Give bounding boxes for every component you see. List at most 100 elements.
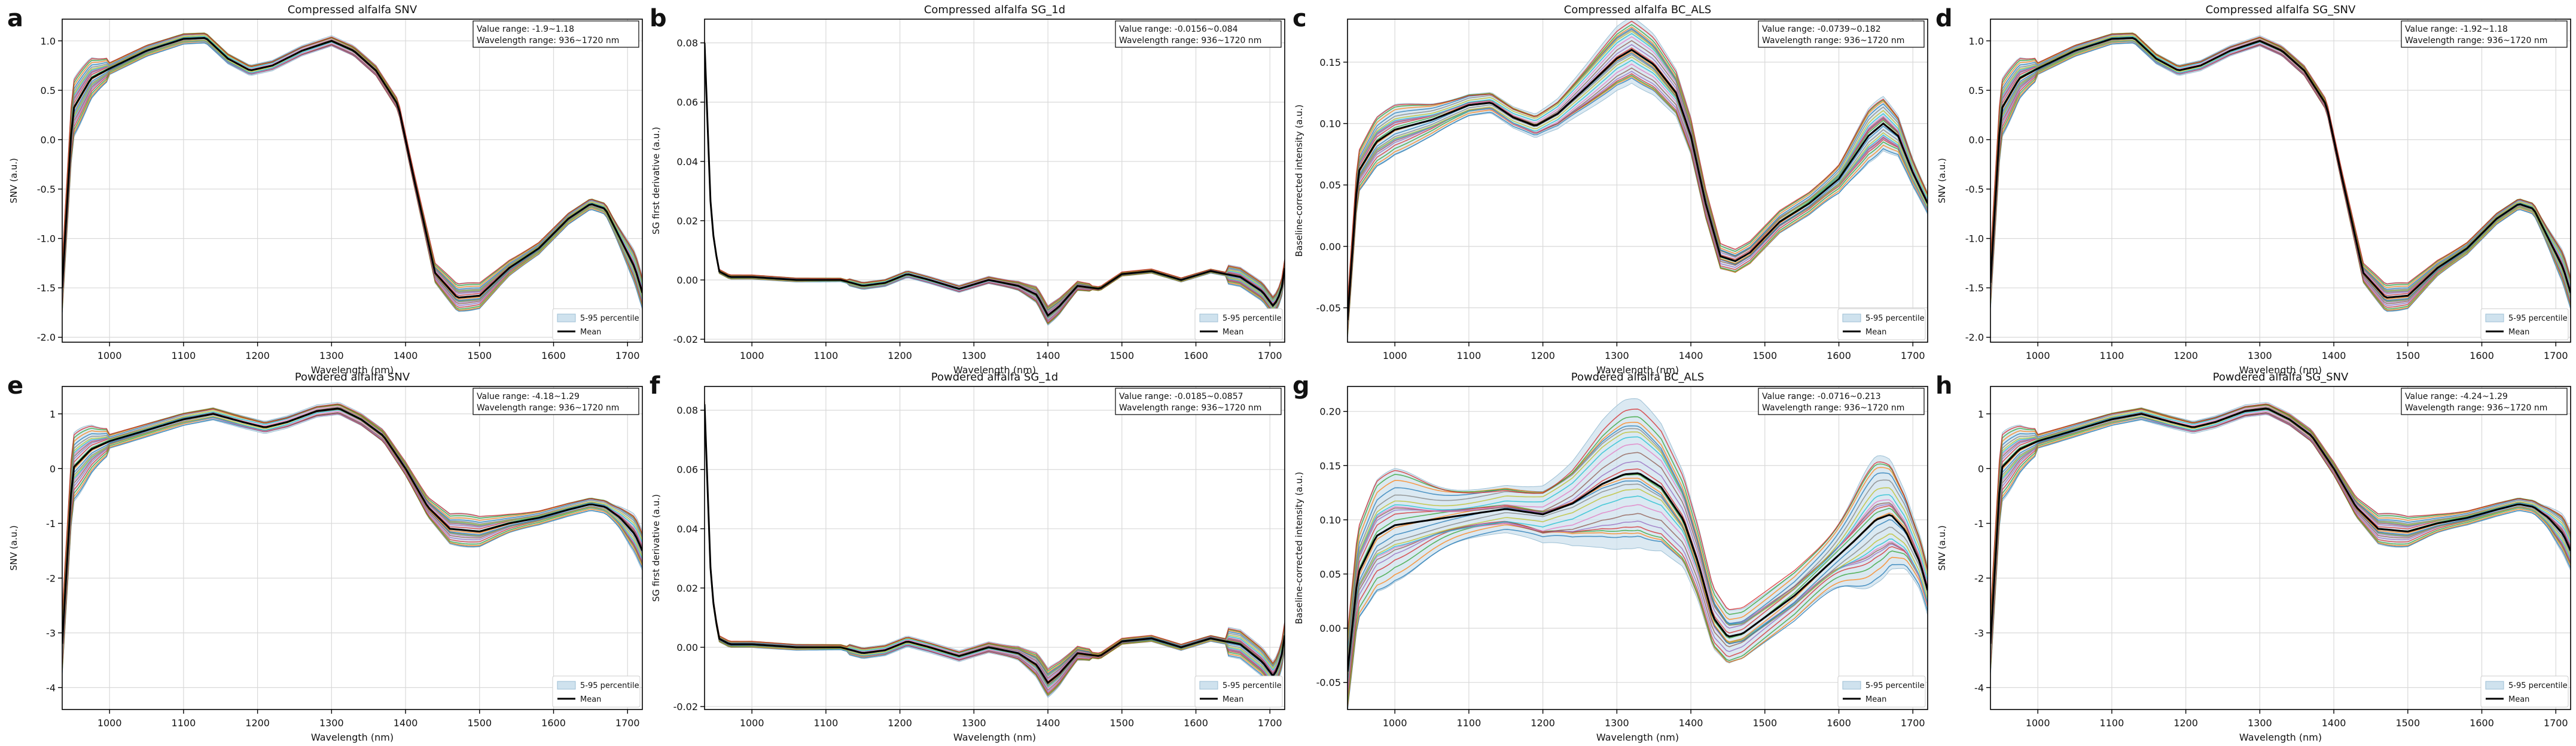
spectrum-line	[1348, 480, 1928, 681]
spectrum-line	[1990, 36, 2571, 293]
x-tick-label: 1100	[172, 717, 196, 729]
spectrum-line	[62, 36, 642, 299]
spectrum-line	[1990, 409, 2571, 646]
x-tick-label: 1300	[1605, 350, 1629, 361]
x-tick-label: 1600	[541, 350, 566, 361]
x-tick-label: 1400	[2322, 717, 2346, 729]
spectrum-line	[1990, 36, 2571, 293]
y-tick-label: -1	[46, 518, 56, 529]
mean-line	[1990, 407, 2571, 644]
legend-band-swatch	[1842, 681, 1861, 690]
spectrum-line	[62, 403, 642, 615]
legend-band-label: 5-95 percentile	[1223, 314, 1282, 323]
info-box-frame	[1758, 388, 1925, 415]
spectrum-line	[705, 401, 1285, 671]
spectrum-line	[1990, 413, 2571, 668]
spectrum-line	[62, 413, 642, 668]
legend-band-label: 5-95 percentile	[1223, 681, 1282, 690]
panel-title: Compressed alfalfa SG_SNV	[2206, 4, 2356, 16]
spectrum-line	[705, 403, 1285, 676]
spectrum-line	[1348, 431, 1928, 656]
wavelength-range-text: Wavelength range: 936~1720 nm	[2405, 36, 2547, 45]
spectrum-line	[1990, 413, 2571, 661]
x-axis-label: Wavelength (nm)	[311, 364, 394, 376]
spectrum-line	[62, 33, 642, 285]
value-range-text: Value range: -4.24~1.29	[2405, 392, 2508, 401]
x-tick-label: 1600	[1827, 717, 1851, 729]
legend-band-swatch	[2485, 681, 2504, 690]
y-tick-label: -4	[1974, 682, 1984, 693]
spectrum-line	[705, 403, 1285, 675]
spectrum-line	[1990, 408, 2571, 649]
x-tick-label: 1100	[1457, 717, 1481, 729]
percentile-band	[1990, 32, 2571, 312]
spectrum-line	[1990, 407, 2571, 651]
spectrum-line	[1990, 409, 2571, 654]
spectrum-line	[1348, 425, 1928, 650]
spectrum-line	[62, 413, 642, 661]
legend: 5-95 percentile Mean	[1194, 675, 1283, 708]
y-tick-label: 0.06	[676, 464, 698, 476]
x-tick-label: 1300	[2248, 350, 2272, 361]
axes-frame	[62, 386, 643, 710]
spectrum-line	[1348, 524, 1928, 708]
y-tick-label: 0.00	[676, 275, 698, 286]
legend-band-swatch	[1199, 681, 1218, 690]
x-tick-label: 1400	[1036, 350, 1060, 361]
spectrum-line	[62, 32, 642, 290]
legend-mean-label: Mean	[580, 328, 601, 337]
y-tick-label: 0	[1978, 463, 1984, 474]
spectrum-line	[1348, 56, 1928, 325]
x-tick-label: 1100	[2100, 717, 2124, 729]
x-tick-label: 1100	[2100, 350, 2124, 361]
x-tick-label: 1400	[394, 350, 418, 361]
spectrum-line	[1348, 513, 1928, 687]
spectrum-line	[62, 412, 642, 673]
y-tick-label: -2.0	[1965, 332, 1984, 343]
y-tick-label: -0.5	[1965, 184, 1984, 195]
legend-band-label: 5-95 percentile	[580, 314, 639, 323]
y-tick-label: 1	[50, 409, 56, 420]
spectrum-line	[62, 40, 642, 310]
value-range-text: Value range: -1.9~1.18	[477, 25, 574, 34]
info-box-frame	[1115, 20, 1282, 48]
spectrum-line	[705, 41, 1285, 307]
y-tick-label: 0.05	[1319, 179, 1341, 191]
legend-band-label: 5-95 percentile	[580, 681, 639, 690]
panel-letter: e	[7, 372, 23, 400]
spectrum-line	[705, 42, 1285, 312]
spectrum-line	[62, 407, 642, 651]
spectrum-line	[705, 42, 1285, 313]
spectrum-line	[62, 36, 642, 293]
y-tick-label: -0.05	[1316, 677, 1341, 689]
x-tick-label: 1700	[2544, 350, 2568, 361]
legend-mean-label: Mean	[2508, 695, 2529, 704]
spectrum-line	[705, 402, 1285, 674]
spectrum-line	[62, 413, 642, 665]
y-tick-label: -1.0	[37, 233, 56, 245]
spectrum-line	[1990, 41, 2571, 303]
panel-letter: c	[1292, 5, 1307, 32]
x-tick-label: 1500	[1109, 350, 1134, 361]
spectrum-line	[1348, 520, 1928, 698]
x-tick-label: 1500	[1752, 717, 1777, 729]
y-tick-label: 0.02	[676, 215, 698, 227]
y-tick-label: 0.00	[1319, 241, 1341, 252]
spectrum-line	[1990, 409, 2571, 643]
panel-letter: b	[650, 5, 667, 32]
spectrum-line	[1990, 32, 2571, 288]
x-tick-label: 1600	[541, 717, 566, 729]
legend-band-label: 5-95 percentile	[1865, 314, 1925, 323]
panel-title: Compressed alfalfa BC_ALS	[1564, 4, 1711, 16]
spectrum-line	[1990, 33, 2571, 285]
spectrum-line	[62, 409, 642, 654]
axes-frame	[1990, 19, 2571, 343]
spectrum-line	[705, 403, 1285, 678]
x-tick-label: 1700	[2544, 717, 2568, 729]
spectrum-line	[62, 36, 642, 295]
value-range-text: Value range: -0.0739~0.182	[1762, 25, 1881, 34]
x-tick-label: 1400	[1679, 350, 1703, 361]
spectrum-line	[1990, 36, 2571, 295]
legend-mean-label: Mean	[1223, 695, 1243, 704]
y-tick-label: 0.00	[1319, 623, 1341, 634]
